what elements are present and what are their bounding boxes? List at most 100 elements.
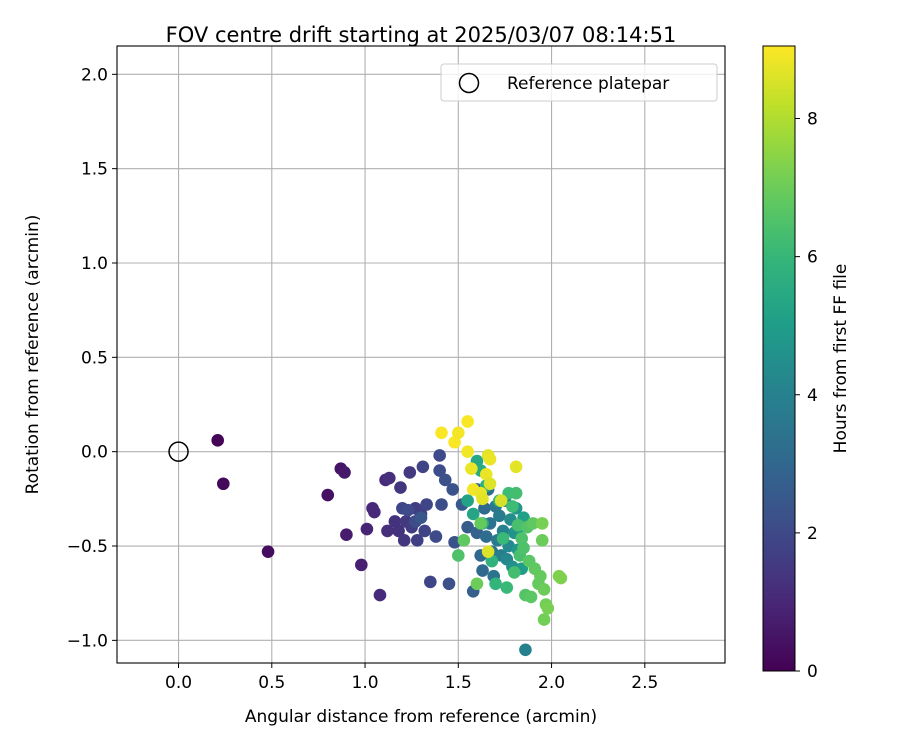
data-point [507, 566, 521, 579]
colorbar-ticks: 0 2 4 6 8 [795, 110, 818, 682]
y-tick-label: 1.0 [81, 254, 108, 274]
data-point [461, 494, 474, 508]
data-point [461, 445, 474, 458]
data-point [388, 515, 402, 528]
data-point [481, 545, 495, 558]
y-axis-label: Rotation from reference (arcmin) [23, 215, 43, 495]
data-point [524, 590, 538, 604]
data-point [515, 532, 529, 545]
data-point [394, 481, 407, 494]
data-point [535, 517, 549, 530]
x-axis-ticks: 0.0 0.5 1.0 1.5 2.0 2.5 [165, 663, 658, 693]
data-point [410, 534, 424, 547]
data-point [368, 505, 381, 519]
data-point [466, 507, 480, 521]
x-tick-label: 1.5 [445, 673, 472, 693]
data-point [261, 545, 275, 558]
data-point [433, 449, 446, 462]
colorbar-label: Hours from first FF file [831, 264, 851, 454]
x-tick-label: 2.5 [631, 673, 658, 693]
data-point [537, 583, 551, 596]
data-point [338, 466, 351, 479]
data-point [535, 534, 549, 547]
data-point [424, 575, 437, 589]
data-point [211, 434, 225, 447]
colorbar: 0 2 4 6 8 Hours from first FF file [762, 45, 851, 682]
data-point [403, 466, 417, 479]
data-point [446, 483, 460, 496]
data-point [401, 503, 415, 517]
grid [117, 46, 725, 663]
data-point [479, 468, 493, 481]
data-point [534, 569, 547, 583]
data-point [397, 534, 411, 547]
data-point [321, 488, 335, 502]
data-point [420, 498, 433, 511]
data-point [461, 415, 474, 428]
x-tick-label: 2.0 [538, 673, 565, 693]
y-tick-label: 0.5 [81, 348, 108, 368]
data-point [474, 517, 487, 530]
y-tick-label: 0.0 [81, 443, 108, 463]
data-point [340, 528, 353, 541]
legend-marker-open-circle [458, 72, 480, 94]
data-point [355, 558, 368, 572]
data-point [537, 613, 551, 626]
data-point [554, 571, 568, 585]
data-point [433, 464, 446, 477]
data-point [483, 452, 497, 466]
y-tick-label: −1.0 [67, 631, 108, 651]
data-point [461, 520, 474, 534]
y-tick-label: 2.0 [81, 65, 108, 85]
data-point [483, 477, 497, 491]
colorbar-tick-label: 0 [807, 662, 818, 682]
data-point [418, 524, 432, 538]
data-point [485, 554, 499, 568]
data-point [452, 549, 465, 562]
data-point [392, 524, 405, 538]
data-point [217, 477, 230, 491]
data-point [414, 511, 428, 525]
data-point [435, 498, 448, 511]
y-axis-ticks: −1.0 −0.5 0.0 0.5 1.0 1.5 2.0 [67, 65, 117, 651]
reference-platepar-marker [168, 441, 189, 462]
data-point [416, 460, 430, 474]
legend-label: Reference platepar [507, 74, 669, 94]
colorbar-tick-label: 8 [807, 110, 818, 130]
data-point [500, 581, 514, 594]
data-point [496, 532, 510, 545]
colorbar-gradient [762, 45, 796, 672]
data-point [438, 473, 452, 487]
colorbar-tick-label: 2 [807, 524, 818, 544]
data-point [457, 534, 471, 547]
colorbar-tick-label: 6 [807, 248, 818, 268]
data-point [478, 501, 491, 515]
chart-title: FOV centre drift starting at 2025/03/07 … [166, 23, 677, 47]
x-tick-label: 1.0 [352, 673, 379, 693]
data-point [442, 577, 456, 591]
data-points [211, 415, 568, 657]
x-tick-label: 0.0 [165, 673, 192, 693]
x-tick-label: 0.5 [258, 673, 285, 693]
data-point [429, 530, 443, 543]
data-point [382, 471, 396, 485]
data-point [493, 509, 506, 523]
colorbar-tick-label: 4 [807, 386, 818, 406]
data-point [448, 535, 461, 549]
data-point [465, 462, 478, 475]
data-point [541, 601, 555, 615]
data-point [476, 492, 489, 506]
plot-frame [116, 45, 726, 664]
y-tick-label: −0.5 [67, 537, 108, 557]
data-point [360, 522, 374, 536]
data-point [435, 426, 448, 440]
y-tick-label: 1.5 [81, 160, 108, 180]
data-point [509, 460, 523, 474]
data-point [470, 577, 484, 591]
data-point [373, 588, 387, 602]
legend-box [440, 63, 718, 102]
data-point [526, 517, 540, 530]
data-point [479, 530, 493, 543]
x-axis-label: Angular distance from reference (arcmin) [245, 707, 597, 727]
data-point [517, 541, 530, 555]
